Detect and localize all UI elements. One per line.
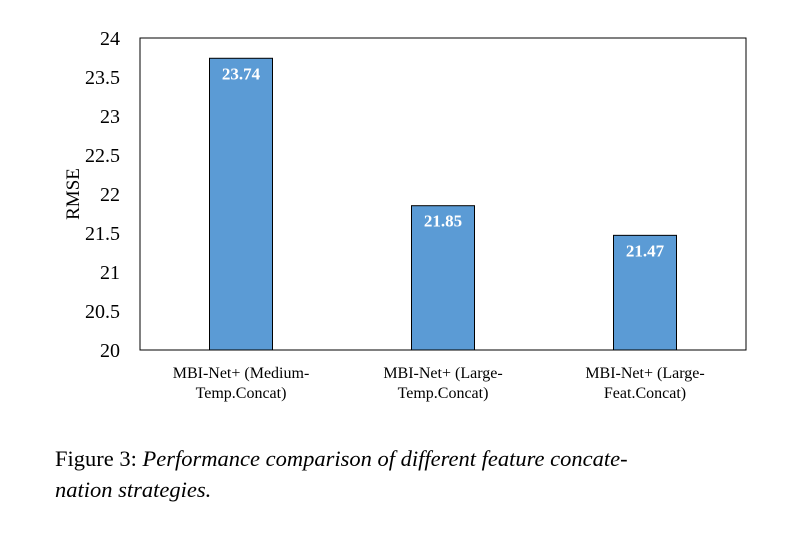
y-axis-title: RMSE <box>63 168 84 220</box>
y-tick-label: 21 <box>100 262 120 284</box>
bar-data-label: 23.74 <box>222 64 261 83</box>
y-tick-label: 23 <box>100 106 120 128</box>
caption-prefix: Figure 3: <box>55 446 143 471</box>
x-tick-label: Feat.Concat) <box>604 385 686 402</box>
figure-caption: Figure 3: Performance comparison of diff… <box>55 443 755 505</box>
y-tick-label: 21.5 <box>85 223 120 245</box>
bar <box>613 234 677 351</box>
x-tick-label: Temp.Concat) <box>398 385 489 402</box>
y-axis: 20 20.5 21 21.5 22 22.5 23 23.5 24 <box>85 28 120 362</box>
bar <box>411 205 475 351</box>
y-tick-label: 22.5 <box>85 145 120 167</box>
x-tick-label: MBI-Net+ (Large- <box>383 365 502 382</box>
data-labels-group: 23.74 21.85 21.47 <box>222 64 665 260</box>
x-tick-label: MBI-Net+ (Large- <box>585 365 704 382</box>
y-tick-label: 22 <box>100 184 120 206</box>
bars-group <box>209 57 677 351</box>
caption-line-2: nation strategies. <box>55 477 212 502</box>
y-tick-label: 20.5 <box>85 301 120 323</box>
bar <box>209 57 273 351</box>
bar-data-label: 21.85 <box>424 212 462 231</box>
x-tick-label: MBI-Net+ (Medium- <box>173 365 310 382</box>
bar-chart: 20 20.5 21 21.5 22 22.5 23 23.5 24 23.74 21.85 21.… <box>63 28 747 402</box>
y-tick-label: 20 <box>100 340 120 362</box>
y-tick-label: 23.5 <box>85 67 120 89</box>
caption-line-1: Performance comparison of different feat… <box>142 446 628 471</box>
x-axis: MBI-Net+ (Medium- Temp.Concat) MBI-Net+ (L… <box>173 365 705 402</box>
bar-data-label: 21.47 <box>626 241 665 260</box>
y-tick-label: 24 <box>100 28 120 50</box>
x-tick-label: Temp.Concat) <box>196 385 287 402</box>
